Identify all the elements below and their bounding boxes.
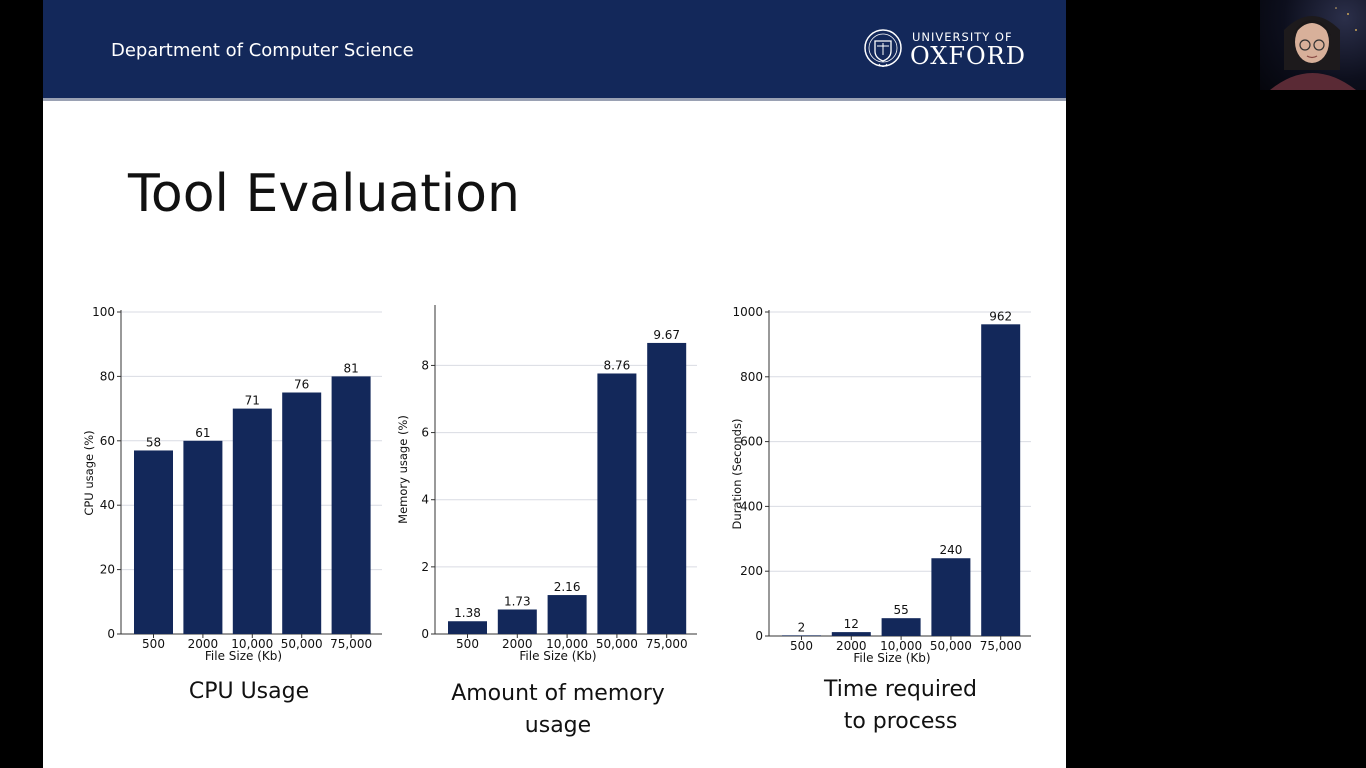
caption-time-line-1: Time required xyxy=(823,677,977,702)
bar-value-label: 81 xyxy=(343,361,358,375)
y-tick-label: 100 xyxy=(92,305,115,319)
bar-value-label: 61 xyxy=(195,426,210,440)
bar-value-label: 8.76 xyxy=(604,358,631,372)
caption-cpu: CPU Usage xyxy=(169,676,329,708)
bar-value-label: 12 xyxy=(844,617,859,631)
y-tick-label: 600 xyxy=(740,435,763,449)
y-axis-label: CPU usage (%) xyxy=(82,430,96,515)
bar xyxy=(782,635,821,636)
x-tick-label: 2000 xyxy=(188,637,219,651)
y-tick-label: 400 xyxy=(740,499,763,513)
x-tick-label: 50,000 xyxy=(281,637,323,651)
caption-memory-line-1: Amount of memory xyxy=(451,681,665,706)
x-tick-label: 10,000 xyxy=(880,639,922,653)
logo-oxford: OXFORD xyxy=(910,42,1026,70)
y-tick-label: 0 xyxy=(107,627,115,641)
bar-value-label: 2 xyxy=(798,620,806,634)
bar-value-label: 962 xyxy=(989,309,1012,323)
bar xyxy=(448,621,487,634)
university-logo: UNIVERSITY OF OXFORD xyxy=(863,24,1033,74)
y-tick-label: 6 xyxy=(421,426,429,440)
bar-value-label: 1.38 xyxy=(454,606,481,620)
bar xyxy=(881,618,921,636)
y-tick-label: 8 xyxy=(421,358,429,372)
bar xyxy=(547,595,587,634)
x-tick-label: 2000 xyxy=(836,639,867,653)
bar-value-label: 2.16 xyxy=(554,580,581,594)
y-tick-label: 40 xyxy=(100,498,115,512)
bar xyxy=(831,632,871,636)
x-tick-label: 50,000 xyxy=(930,639,972,653)
bar xyxy=(647,342,687,634)
bar-value-label: 240 xyxy=(939,543,962,557)
y-tick-label: 60 xyxy=(100,434,115,448)
slide-banner: Department of Computer Science UNIVERSIT… xyxy=(43,0,1066,101)
x-tick-label: 500 xyxy=(790,639,813,653)
y-tick-label: 1000 xyxy=(732,305,763,319)
x-tick-label: 10,000 xyxy=(231,637,273,651)
bar xyxy=(282,392,322,634)
bar xyxy=(981,324,1021,636)
bar xyxy=(331,376,371,634)
caption-memory-line-2: usage xyxy=(524,713,592,738)
y-axis-label: Duration (Seconds) xyxy=(730,419,744,530)
y-tick-label: 800 xyxy=(740,370,763,384)
slide: Department of Computer Science UNIVERSIT… xyxy=(43,0,1066,768)
y-tick-label: 0 xyxy=(755,629,763,643)
caption-time-line-2: to process xyxy=(843,709,958,734)
bar-value-label: 55 xyxy=(893,603,908,617)
bar xyxy=(232,408,272,634)
bar-value-label: 58 xyxy=(146,435,161,449)
x-tick-label: 10,000 xyxy=(546,637,588,651)
caption-cpu-line: CPU Usage xyxy=(188,679,310,704)
department-name: Department of Computer Science xyxy=(111,40,414,61)
y-tick-label: 20 xyxy=(100,563,115,577)
y-tick-label: 4 xyxy=(421,493,429,507)
caption-memory: Amount of memory usage xyxy=(433,678,683,742)
x-axis-label: File Size (Kb) xyxy=(205,649,282,663)
x-tick-label: 50,000 xyxy=(596,637,638,651)
logo-university-of: UNIVERSITY OF xyxy=(912,30,1013,44)
x-axis-label: File Size (Kb) xyxy=(853,651,930,665)
slide-title: Tool Evaluation xyxy=(128,164,520,224)
x-tick-label: 2000 xyxy=(502,637,533,651)
x-tick-label: 75,000 xyxy=(980,639,1022,653)
bar xyxy=(597,373,637,634)
bar-value-label: 76 xyxy=(294,378,309,392)
x-tick-label: 500 xyxy=(456,637,479,651)
x-tick-label: 75,000 xyxy=(646,637,688,651)
y-tick-label: 80 xyxy=(100,369,115,383)
y-tick-label: 2 xyxy=(421,560,429,574)
oxford-crest-icon xyxy=(864,29,902,67)
x-tick-label: 500 xyxy=(142,637,165,651)
caption-time: Time required to process xyxy=(793,674,1008,738)
charts-area: 020406080100585006120007110,0007650,0008… xyxy=(82,305,1031,665)
y-tick-label: 0 xyxy=(421,627,429,641)
x-tick-label: 75,000 xyxy=(330,637,372,651)
presenter-avatar-icon xyxy=(1270,7,1357,90)
bar xyxy=(497,609,537,634)
presenter-webcam xyxy=(1260,0,1366,90)
bar-value-label: 71 xyxy=(245,394,260,408)
x-axis-label: File Size (Kb) xyxy=(519,649,596,663)
y-axis-label: Memory usage (%) xyxy=(396,415,410,524)
bar xyxy=(183,440,223,634)
bar-value-label: 1.73 xyxy=(504,594,531,608)
bar xyxy=(931,558,971,636)
bar xyxy=(134,450,173,634)
bar-value-label: 9.67 xyxy=(653,328,680,342)
y-tick-label: 200 xyxy=(740,564,763,578)
